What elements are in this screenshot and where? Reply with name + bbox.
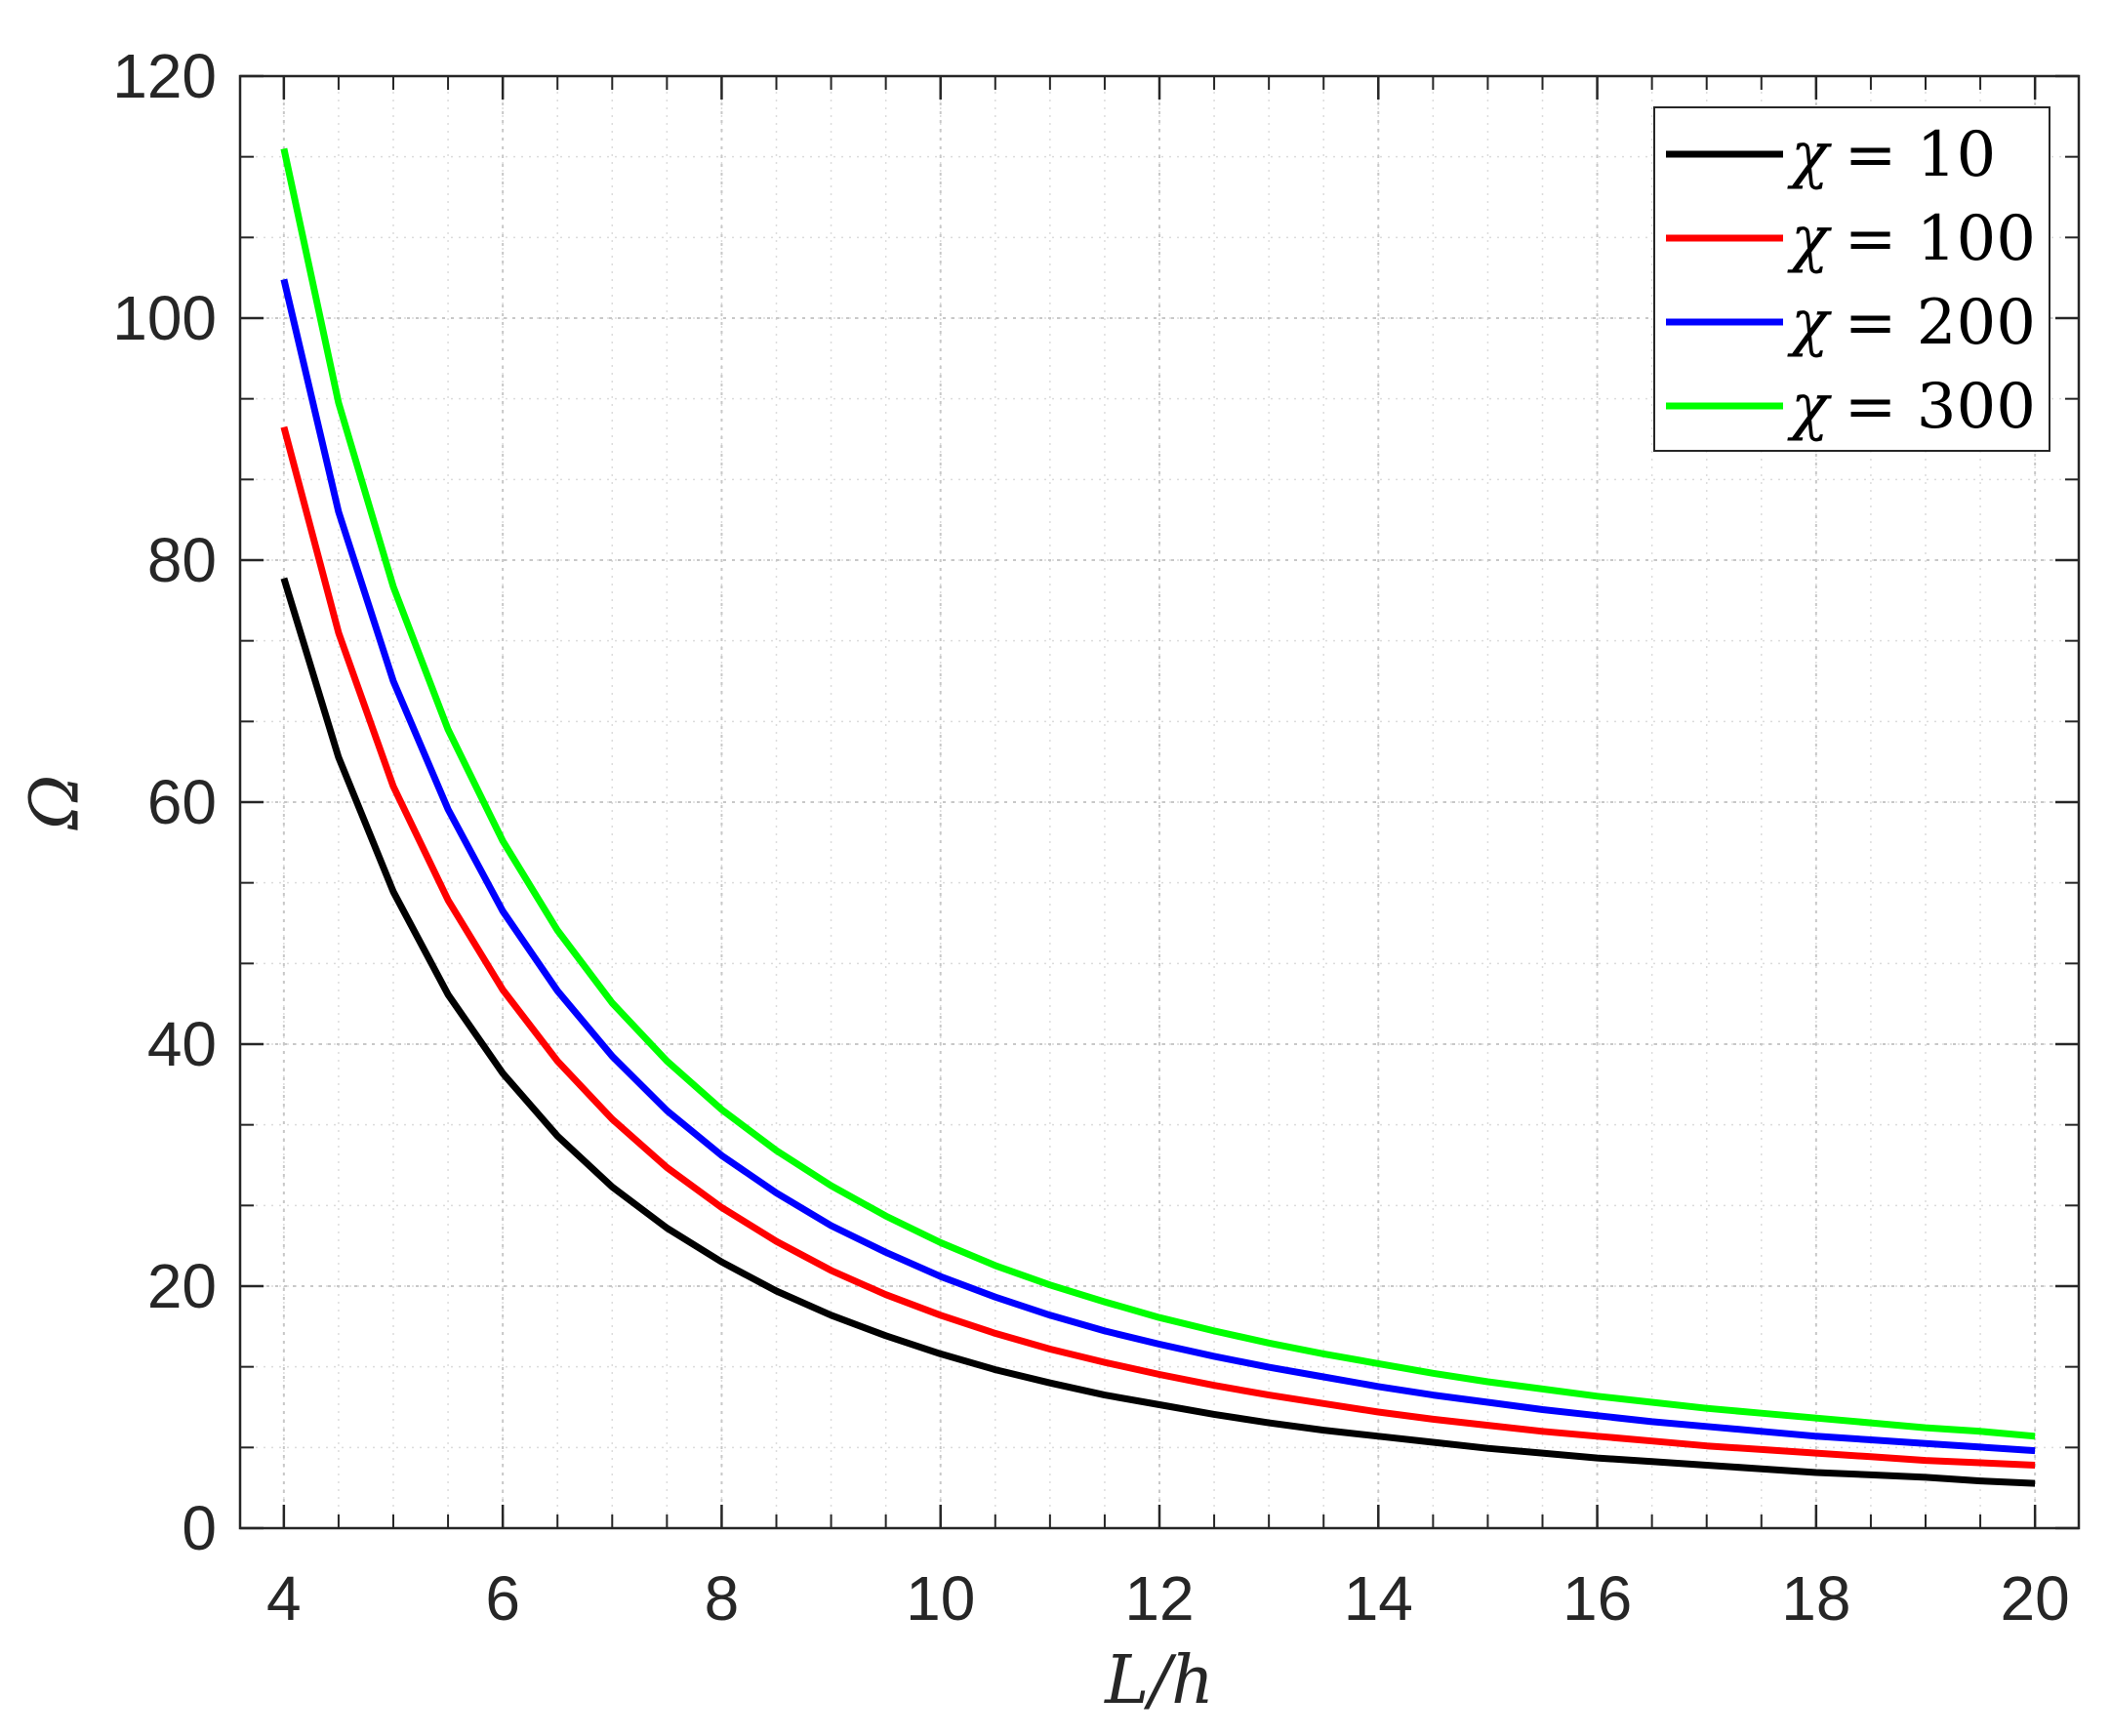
x-tick-label: 16	[1563, 1563, 1632, 1634]
legend-value: = 200	[1845, 287, 2036, 359]
legend-symbol: χ	[1787, 203, 1832, 275]
x-tick-label: 12	[1124, 1563, 1194, 1634]
series-line	[280, 425, 2036, 1469]
series-line	[280, 278, 2036, 1455]
legend-label: χ = 200	[1787, 287, 2036, 359]
legend-value: = 100	[1845, 203, 2036, 275]
x-tick-label: 4	[266, 1563, 302, 1634]
x-axis-title: L/h	[1103, 1642, 1214, 1719]
x-tick-label: 8	[705, 1563, 740, 1634]
y-axis-title: Ω	[18, 775, 95, 830]
legend-label: χ = 100	[1787, 203, 2036, 275]
series-lines	[280, 147, 2036, 1487]
y-tick-label: 20	[147, 1251, 217, 1321]
y-tick-labels: 0 20 40 60 80 100 120	[112, 41, 217, 1563]
y-tick-label: 80	[147, 525, 217, 595]
y-tick-label: 0	[182, 1493, 217, 1563]
x-tick-label: 14	[1344, 1563, 1413, 1634]
x-tick-label: 20	[2001, 1563, 2070, 1634]
legend-value: = 10	[1845, 119, 1996, 191]
series-line	[280, 147, 2036, 1440]
legend-label: χ = 300	[1787, 371, 2036, 443]
y-tick-label: 100	[112, 283, 217, 353]
x-tick-label: 10	[906, 1563, 975, 1634]
x-tick-label: 18	[1781, 1563, 1850, 1634]
legend-value: = 300	[1845, 371, 2036, 443]
y-tick-label: 120	[112, 41, 217, 111]
legend-label: χ = 10	[1787, 119, 1996, 191]
y-tick-label: 60	[147, 767, 217, 837]
legend-symbol: χ	[1787, 119, 1832, 191]
legend-symbol: χ	[1787, 287, 1832, 359]
legend-symbol: χ	[1787, 371, 1832, 443]
x-tick-labels: 4 6 8 10 12 14 16 18 20	[266, 1563, 2070, 1634]
legend-box	[1653, 106, 2050, 452]
x-tick-label: 6	[485, 1563, 520, 1634]
plot-area-frame	[238, 74, 2081, 1530]
series-line	[280, 577, 2036, 1487]
y-tick-label: 40	[147, 1009, 217, 1079]
